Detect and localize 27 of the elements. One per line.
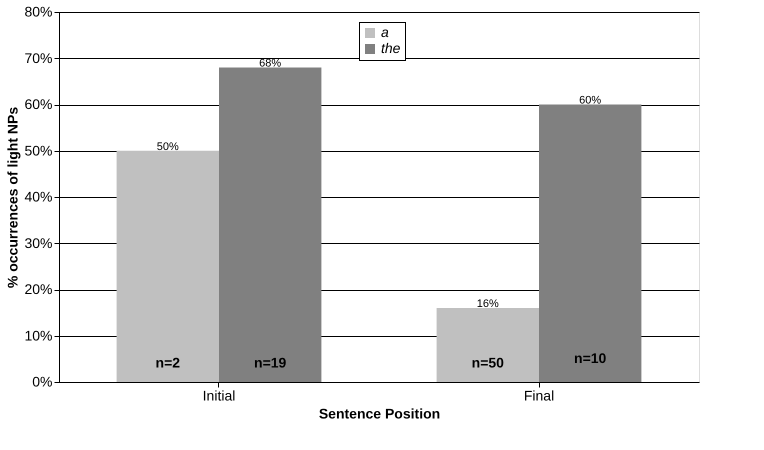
data-label: 16% [476,298,500,310]
y-tick-label: 30% [24,234,52,251]
x-tick-label: Final [524,388,554,404]
legend-label: a [381,24,389,40]
bar [436,308,539,382]
y-tick-label: 50% [24,142,52,158]
data-label: 60% [579,94,602,106]
bar [116,150,219,382]
legend-label: the [381,40,401,56]
y-tick-label: 80% [24,4,52,20]
x-tick-label: Initial [202,388,236,404]
bar [539,104,642,382]
annotation: n=2 [156,354,180,370]
y-tick-label: 70% [24,50,52,66]
bar [219,68,322,382]
annotation: n=50 [472,354,504,370]
y-tick-label: 10% [24,327,52,344]
y-tick-label: 0% [32,374,52,390]
annotation: n=10 [574,350,607,366]
y-tick-label: 60% [24,96,52,112]
annotation: n=19 [254,354,287,370]
data-label: 50% [156,140,180,153]
y-tick-label: 20% [24,281,52,297]
data-label: 68% [259,58,282,70]
x-axis-title: Sentence Position [318,406,440,422]
y-axis-title: % occurrences of light NPs [4,106,20,288]
y-tick-label: 40% [24,188,52,204]
